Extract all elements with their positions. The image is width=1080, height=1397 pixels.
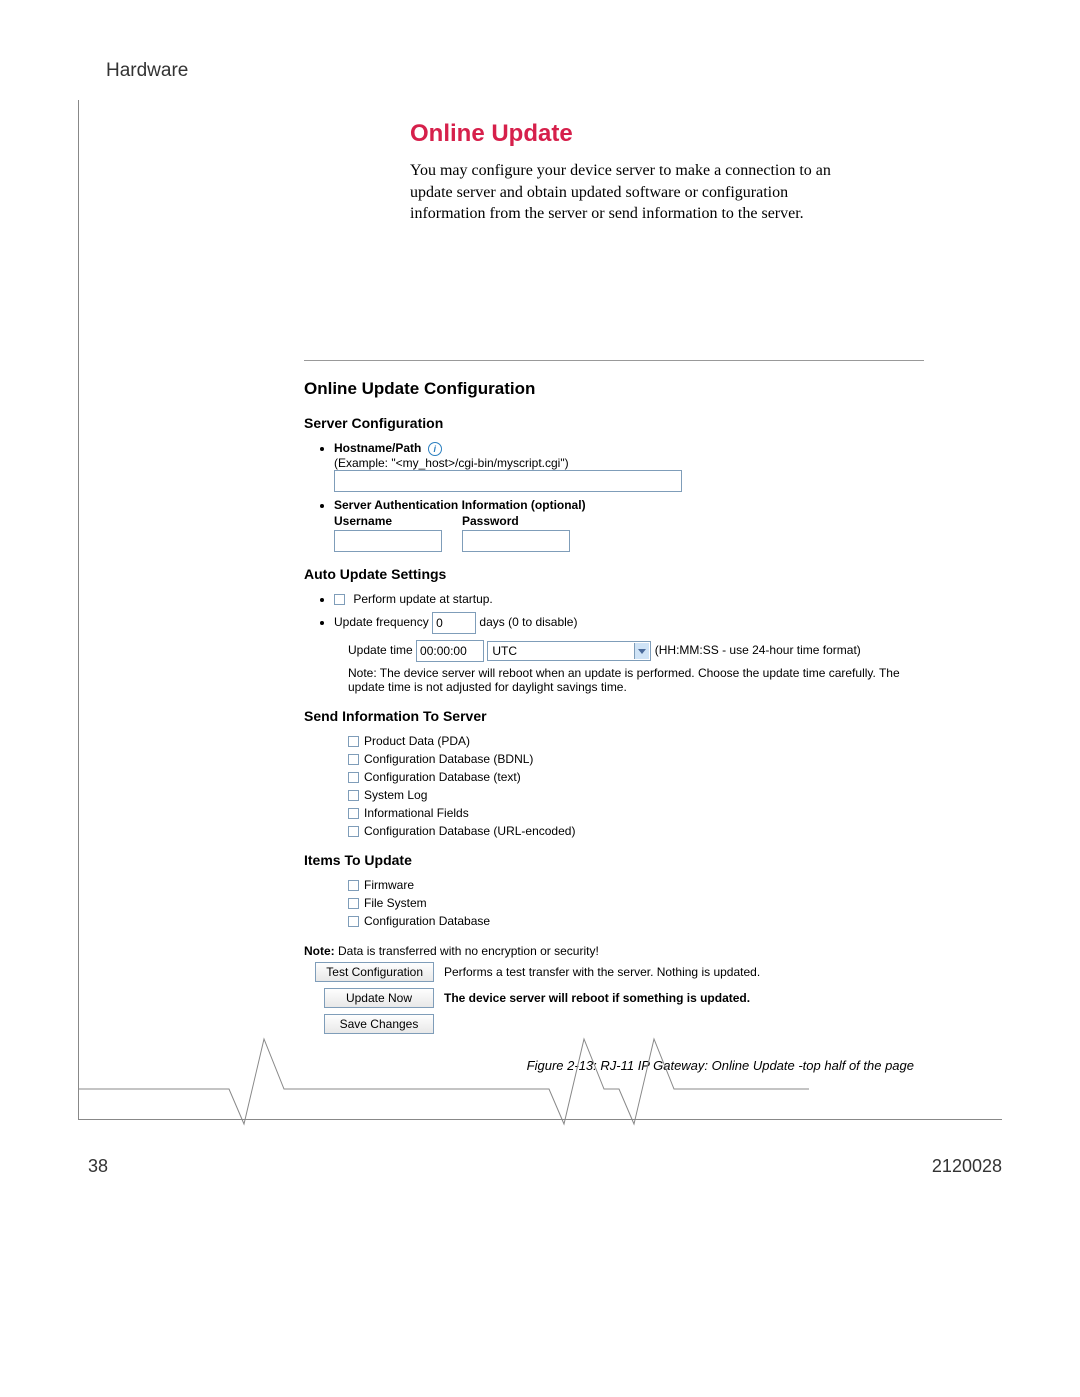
items-update-checkbox[interactable] xyxy=(348,916,359,927)
hostname-item: Hostname/Path i (Example: "<my_host>/cgi… xyxy=(334,441,924,492)
send-info-checkbox[interactable] xyxy=(348,826,359,837)
send-info-label: System Log xyxy=(364,788,427,802)
auth-item: Server Authentication Information (optio… xyxy=(334,498,924,552)
document-id: 2120028 xyxy=(932,1156,1002,1177)
update-time-label: Update time xyxy=(348,643,413,657)
hostname-label: Hostname/Path xyxy=(334,441,421,455)
chevron-down-icon xyxy=(638,649,646,654)
send-info-list: Product Data (PDA) Configuration Database… xyxy=(348,734,924,838)
timezone-value: UTC xyxy=(492,644,517,658)
send-info-item: Product Data (PDA) xyxy=(348,734,924,748)
send-info-item: Configuration Database (URL-encoded) xyxy=(348,824,924,838)
update-time-input[interactable] xyxy=(416,640,484,662)
frequency-suffix: days (0 to disable) xyxy=(479,615,577,629)
auto-update-heading: Auto Update Settings xyxy=(304,566,924,582)
send-info-checkbox[interactable] xyxy=(348,790,359,801)
update-now-desc: The device server will reboot if somethi… xyxy=(444,991,750,1005)
server-config-heading: Server Configuration xyxy=(304,415,924,431)
page-header: Hardware xyxy=(106,60,188,82)
config-panel: Online Update Configuration Server Confi… xyxy=(304,360,924,1073)
update-now-button[interactable]: Update Now xyxy=(324,988,434,1008)
startup-checkbox[interactable] xyxy=(334,594,345,605)
items-update-label: Configuration Database xyxy=(364,914,490,928)
send-info-heading: Send Information To Server xyxy=(304,708,924,724)
items-update-label: Firmware xyxy=(364,878,414,892)
username-input[interactable] xyxy=(334,530,442,552)
frequency-item: Update frequency days (0 to disable) xyxy=(334,612,924,634)
hostname-example: (Example: "<my_host>/cgi-bin/myscript.cg… xyxy=(334,456,569,470)
send-info-item: Configuration Database (text) xyxy=(348,770,924,784)
frequency-input[interactable] xyxy=(432,612,476,634)
items-update-checkbox[interactable] xyxy=(348,880,359,891)
items-update-item: Firmware xyxy=(348,878,924,892)
auto-update-note: Note: The device server will reboot when… xyxy=(348,666,924,694)
send-info-label: Product Data (PDA) xyxy=(364,734,470,748)
test-configuration-button[interactable]: Test Configuration xyxy=(315,962,434,982)
items-update-checkbox[interactable] xyxy=(348,898,359,909)
time-format-hint: (HH:MM:SS - use 24-hour time format) xyxy=(655,643,861,657)
startup-label: Perform update at startup. xyxy=(353,592,492,606)
items-update-label: File System xyxy=(364,896,427,910)
startup-item: Perform update at startup. xyxy=(334,592,924,606)
info-icon[interactable]: i xyxy=(428,442,442,456)
ecg-decoration xyxy=(79,1029,1003,1149)
send-info-checkbox[interactable] xyxy=(348,808,359,819)
update-time-row: Update time UTC (HH:MM:SS - use 24-hour … xyxy=(348,640,924,662)
send-info-label: Configuration Database (URL-encoded) xyxy=(364,824,575,838)
send-info-item: Informational Fields xyxy=(348,806,924,820)
auth-label: Server Authentication Information (optio… xyxy=(334,498,586,512)
send-info-checkbox[interactable] xyxy=(348,736,359,747)
security-note-prefix: Note: xyxy=(304,944,335,958)
send-info-checkbox[interactable] xyxy=(348,754,359,765)
test-configuration-desc: Performs a test transfer with the server… xyxy=(444,965,760,979)
items-update-heading: Items To Update xyxy=(304,852,924,868)
items-update-item: Configuration Database xyxy=(348,914,924,928)
page-number: 38 xyxy=(88,1156,108,1177)
username-label: Username xyxy=(334,514,442,528)
send-info-checkbox[interactable] xyxy=(348,772,359,783)
send-info-label: Configuration Database (BDNL) xyxy=(364,752,533,766)
password-input[interactable] xyxy=(462,530,570,552)
send-info-label: Configuration Database (text) xyxy=(364,770,521,784)
hostname-input[interactable] xyxy=(334,470,682,492)
main-heading: Online Update Configuration xyxy=(304,379,924,399)
figure-frame: Online Update Configuration Server Confi… xyxy=(78,100,1002,1120)
security-note: Note: Data is transferred with no encryp… xyxy=(304,944,924,958)
send-info-item: Configuration Database (BDNL) xyxy=(348,752,924,766)
frequency-label: Update frequency xyxy=(334,615,429,629)
items-update-list: Firmware File System Configuration Databas… xyxy=(348,878,924,928)
security-note-text: Data is transferred with no encryption o… xyxy=(335,944,599,958)
timezone-select[interactable]: UTC xyxy=(487,641,651,661)
items-update-item: File System xyxy=(348,896,924,910)
password-label: Password xyxy=(462,514,570,528)
send-info-label: Informational Fields xyxy=(364,806,469,820)
send-info-item: System Log xyxy=(348,788,924,802)
